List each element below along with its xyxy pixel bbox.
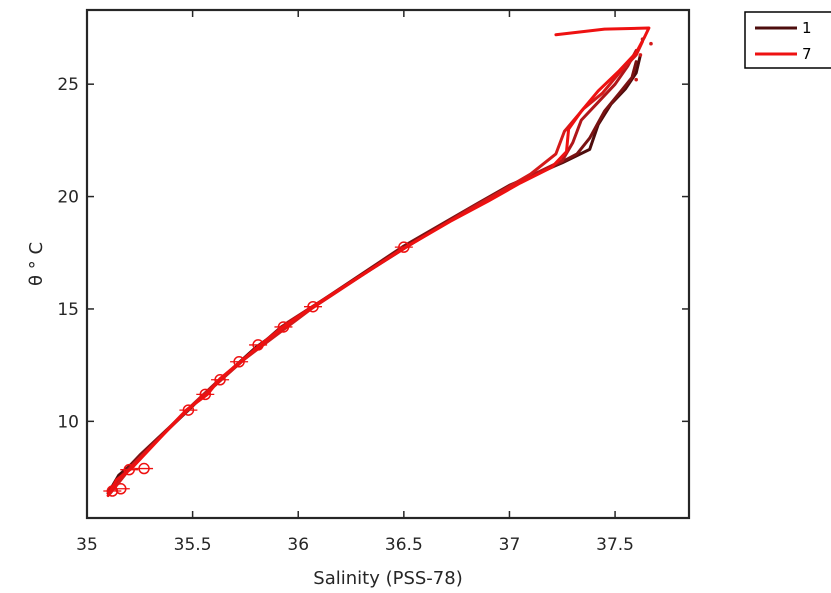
legend-label-2: 7 [802, 45, 812, 63]
x-tick-label: 37.5 [596, 535, 634, 555]
x-tick-label: 37 [499, 535, 521, 555]
x-tick-label: 36.5 [385, 535, 423, 555]
x-tick-label: 35 [76, 535, 98, 555]
legend-box [744, 11, 831, 69]
marker-layer [103, 37, 653, 497]
scatter-dot [623, 64, 628, 68]
scatter-dot [634, 77, 638, 82]
y-tick-label: 25 [57, 75, 79, 95]
y-tick-label: 10 [57, 412, 79, 432]
scatter-dot [640, 37, 645, 42]
legend: 1 7 [744, 11, 831, 69]
series-layer [106, 26, 651, 497]
plot-background [87, 10, 689, 518]
legend-label-1: 1 [802, 19, 812, 37]
x-tick-label: 36 [287, 535, 309, 555]
series-line-5 [106, 26, 651, 497]
y-axis-label: θ ° C [26, 242, 47, 286]
scatter-dot [649, 41, 653, 46]
y-tick-label: 20 [57, 188, 79, 208]
y-tick-label: 15 [57, 300, 79, 320]
x-axis-label: Salinity (PSS-78) [313, 568, 462, 589]
ticks-layer: 35 35.5 36 36.5 37 37.5 10 15 20 25 [57, 10, 689, 555]
scatter-dot [638, 53, 643, 57]
plot-frame [85, 8, 691, 520]
x-tick-label: 35.5 [174, 535, 212, 555]
